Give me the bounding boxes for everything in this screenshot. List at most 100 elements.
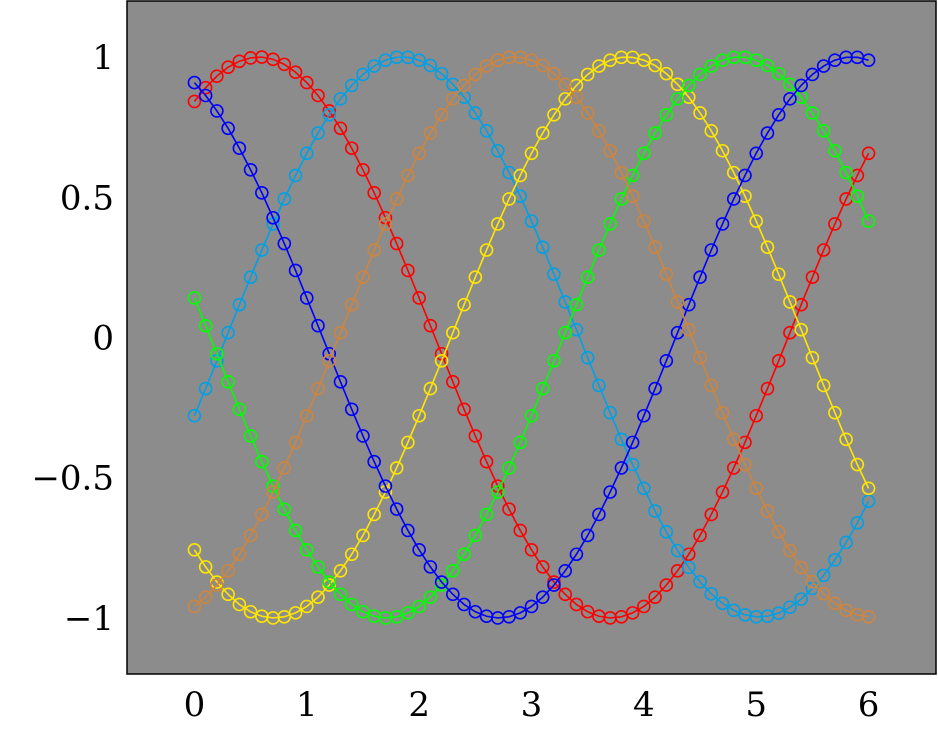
data-point — [513, 435, 528, 450]
data-point — [243, 270, 258, 285]
x-tick-label: 5 — [745, 685, 767, 725]
data-point — [524, 599, 539, 614]
data-point — [221, 564, 235, 578]
data-point — [614, 461, 629, 475]
data-point — [221, 121, 235, 136]
data-point — [389, 461, 404, 475]
data-point — [648, 504, 662, 518]
data-point — [569, 597, 584, 612]
data-point — [726, 432, 741, 447]
data-point — [535, 381, 550, 396]
data-point — [704, 243, 719, 257]
data-point — [760, 240, 775, 255]
data-point — [288, 606, 303, 620]
data-point — [423, 590, 438, 604]
data-point — [479, 243, 494, 257]
data-point — [839, 432, 853, 447]
series-line — [193, 56, 870, 619]
data-point — [243, 163, 258, 177]
data-point — [603, 405, 617, 420]
data-point — [210, 104, 224, 118]
data-point — [479, 507, 494, 522]
data-point — [547, 353, 561, 368]
data-point — [299, 542, 314, 557]
data-point — [693, 67, 707, 82]
data-point — [558, 77, 573, 92]
data-point — [592, 378, 606, 393]
data-point — [502, 461, 516, 475]
data-point — [322, 353, 337, 368]
data-point — [401, 523, 415, 538]
data-point — [502, 192, 516, 206]
data-point — [524, 146, 539, 161]
data-point — [333, 587, 348, 602]
data-point — [648, 590, 662, 604]
data-point — [356, 270, 370, 285]
data-point — [299, 599, 314, 614]
data-point — [412, 291, 426, 305]
data-point — [187, 94, 202, 109]
data-point — [659, 267, 674, 281]
data-point — [344, 547, 359, 562]
data-point — [367, 59, 381, 73]
data-point — [783, 600, 797, 615]
series-6 — [187, 50, 876, 624]
data-point — [322, 108, 337, 122]
data-point — [378, 479, 393, 493]
data-point — [468, 528, 483, 543]
data-point — [771, 108, 786, 122]
data-point — [861, 214, 876, 228]
data-point — [535, 58, 550, 73]
data-point — [198, 318, 213, 333]
series-line — [193, 56, 870, 618]
data-point — [850, 457, 865, 472]
data-point — [592, 124, 606, 138]
data-point — [187, 408, 202, 423]
data-point — [625, 435, 640, 450]
data-point — [547, 578, 561, 592]
data-point — [423, 126, 438, 140]
data-point — [850, 516, 865, 530]
data-point — [322, 575, 337, 589]
x-tick-label: 3 — [521, 685, 543, 725]
data-point — [861, 609, 876, 624]
data-point — [266, 52, 280, 67]
data-point — [344, 297, 359, 312]
data-point — [760, 504, 775, 518]
data-point — [187, 75, 202, 90]
data-point — [490, 143, 505, 158]
data-point — [232, 297, 247, 312]
data-point — [535, 560, 550, 574]
data-point — [356, 163, 370, 177]
data-point — [637, 408, 651, 423]
data-point — [569, 90, 584, 104]
data-point — [614, 165, 629, 180]
data-point — [659, 578, 674, 592]
data-point — [434, 66, 449, 81]
data-point — [434, 575, 449, 589]
data-point — [861, 53, 876, 67]
data-point — [367, 243, 381, 257]
data-point — [479, 454, 494, 469]
data-point — [603, 217, 617, 231]
x-tick-label: 2 — [408, 685, 430, 725]
data-point — [468, 429, 483, 443]
data-point — [266, 485, 280, 499]
data-point — [828, 143, 842, 158]
data-point — [771, 525, 786, 539]
data-point — [446, 564, 460, 578]
data-point — [682, 78, 696, 93]
data-point — [401, 435, 415, 450]
data-point — [715, 143, 730, 158]
series-line — [193, 56, 869, 618]
data-point — [479, 124, 494, 138]
series-line — [193, 56, 869, 619]
data-point — [356, 429, 370, 443]
data-point — [715, 596, 730, 611]
data-point — [648, 126, 662, 140]
data-point — [861, 481, 876, 496]
data-point — [468, 67, 483, 82]
data-point — [356, 67, 370, 82]
data-point — [333, 375, 348, 389]
